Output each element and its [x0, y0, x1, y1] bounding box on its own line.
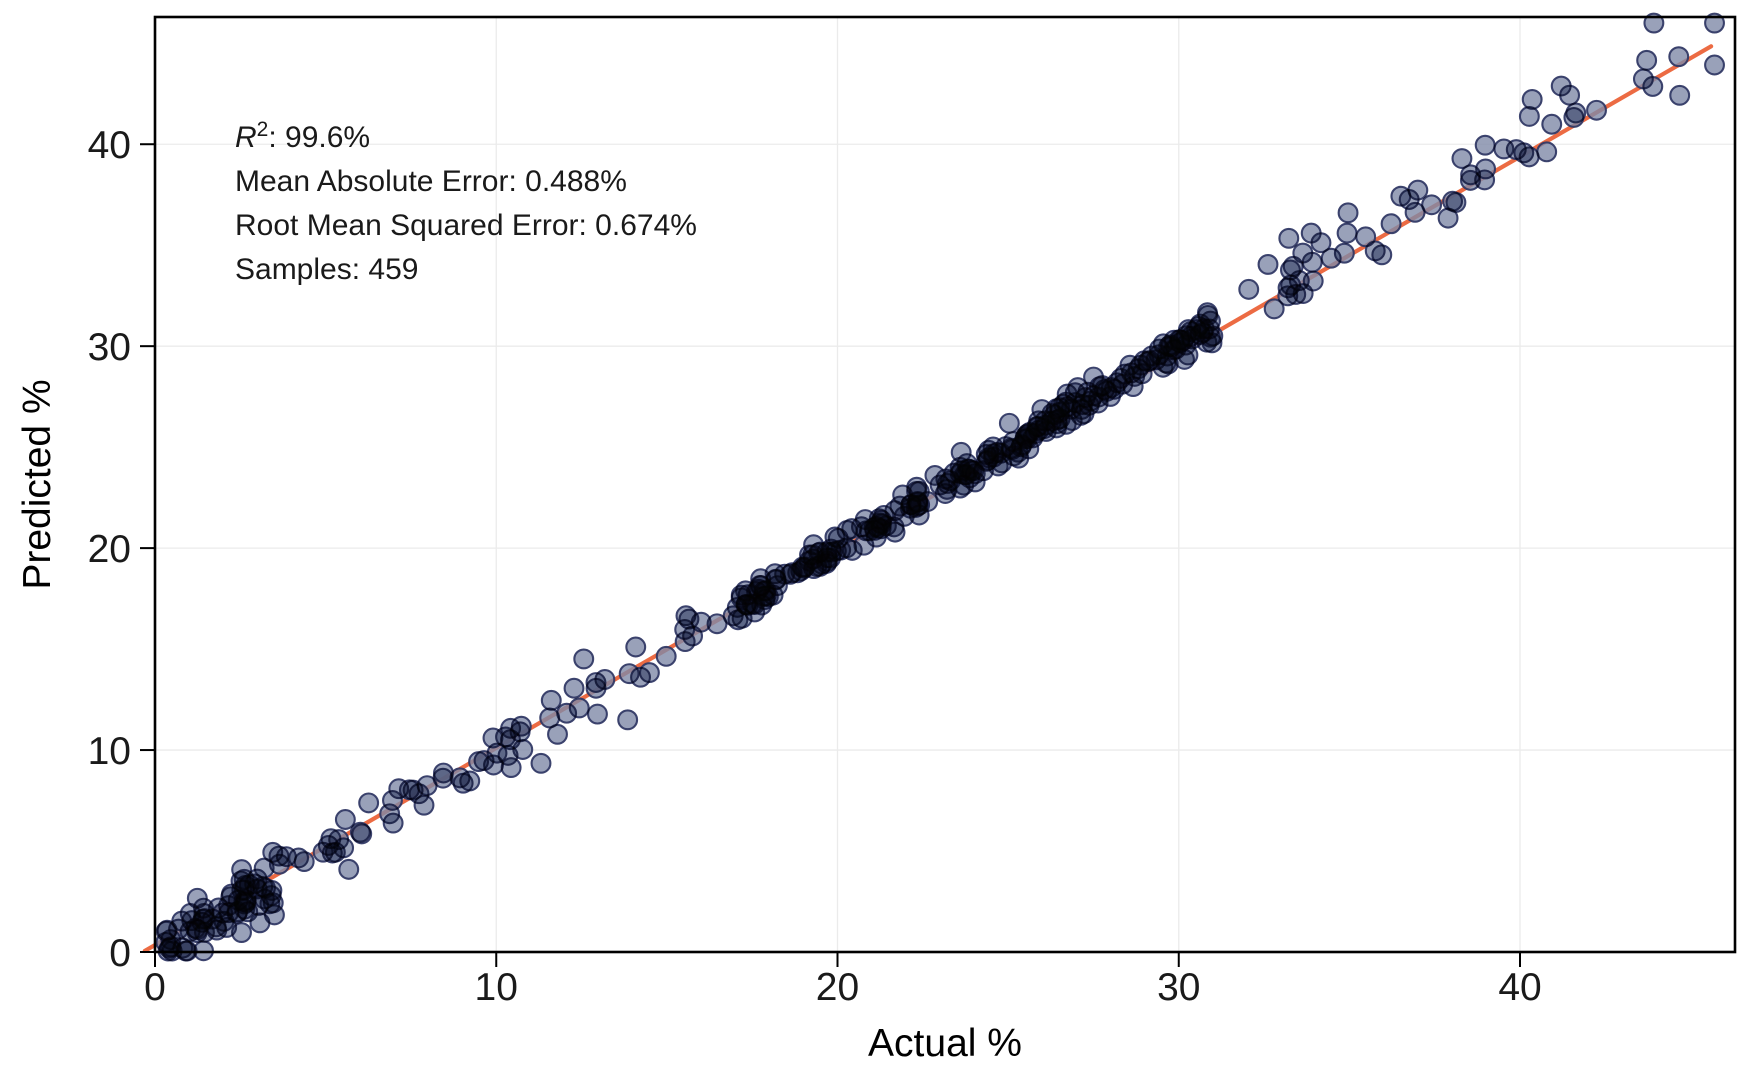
svg-text:30: 30 [88, 326, 131, 369]
svg-text:10: 10 [475, 966, 518, 1009]
svg-text:30: 30 [1157, 966, 1200, 1009]
svg-text:0: 0 [144, 966, 166, 1009]
svg-text:Predicted %: Predicted % [16, 379, 59, 589]
svg-text:40: 40 [88, 124, 131, 167]
svg-text:20: 20 [816, 966, 859, 1009]
svg-text:Root Mean Squared Error: 0.674: Root Mean Squared Error: 0.674% [235, 209, 697, 242]
svg-text:20: 20 [88, 528, 131, 571]
svg-text:Actual %: Actual % [868, 1022, 1022, 1065]
svg-text:Mean Absolute Error: 0.488%: Mean Absolute Error: 0.488% [235, 165, 627, 198]
svg-text:R2: 99.6%: R2: 99.6% [235, 118, 370, 155]
svg-text:0: 0 [109, 932, 131, 975]
svg-text:10: 10 [88, 730, 131, 773]
svg-text:Samples: 459: Samples: 459 [235, 253, 418, 286]
svg-text:40: 40 [1498, 966, 1541, 1009]
